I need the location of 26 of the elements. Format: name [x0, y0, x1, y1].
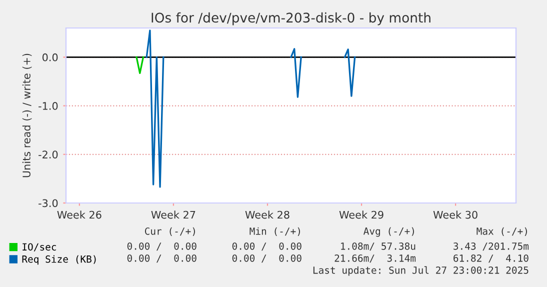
text: 0.00 / 0.00	[127, 242, 196, 251]
text: 0.00 / 0.00	[127, 254, 196, 263]
text: 61.82 / 4.10	[454, 254, 528, 263]
chart-title: IOs for /dev/pve/vm-203-disk-0 - by month	[152, 12, 430, 26]
y-axis-title: Units read (-) / write (+)	[22, 54, 32, 178]
text: 1.08m/ 57.38u	[341, 242, 416, 251]
text: Avg (-/+)	[364, 227, 414, 237]
text: 21.66m/ 3.14m	[334, 254, 416, 263]
x-tick-label: Week 28	[245, 210, 290, 219]
y-tick-label: -3.0	[38, 199, 58, 208]
text: 0.00 / 0.00	[232, 242, 302, 251]
legend-label: IO/sec	[22, 243, 56, 252]
text: Cur (-/+)	[144, 227, 195, 236]
x-tick-label: Week 29	[339, 210, 384, 219]
x-tick-label: Week 27	[151, 210, 196, 219]
text: 3.43 /201.75m	[454, 242, 529, 251]
x-tick-label: Week 30	[433, 210, 478, 219]
text: Min (-/+)	[250, 227, 300, 236]
text: 0.00 / 0.00	[232, 254, 302, 263]
y-tick-label: -1.0	[38, 102, 58, 110]
y-tick-label: 0.0	[42, 53, 58, 62]
text: Last update: Sun Jul 27 23:00:21 2025	[313, 266, 528, 276]
y-tick-label: -2.0	[38, 150, 58, 158]
legend-label: Req Size (KB)	[22, 255, 96, 265]
x-tick-label: Week 26	[57, 210, 102, 219]
text: Max (-/+)	[476, 227, 527, 236]
